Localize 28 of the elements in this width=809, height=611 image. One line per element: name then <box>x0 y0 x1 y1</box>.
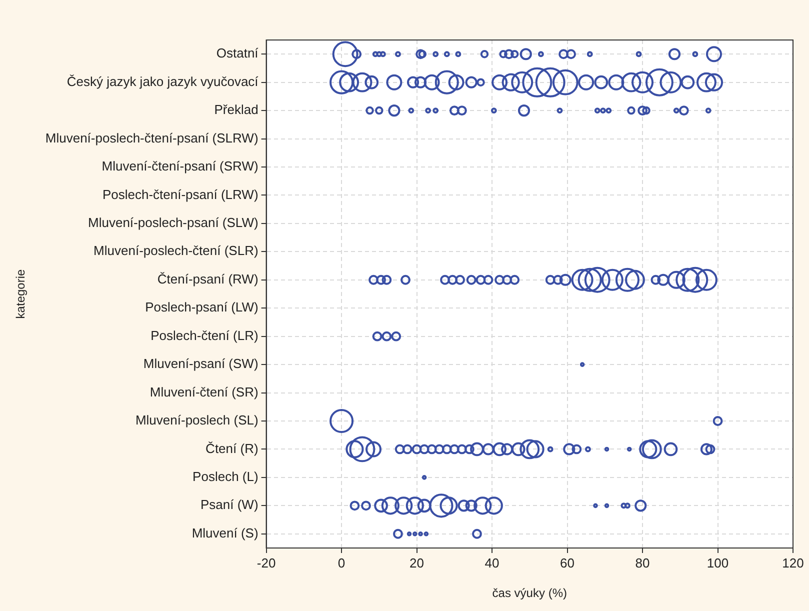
x-tick-label: 100 <box>706 555 729 570</box>
x-tick-label: 120 <box>782 555 804 570</box>
y-tick-label: Poslech (L) <box>192 469 258 484</box>
y-tick-label: Psaní (W) <box>200 497 258 512</box>
x-tick-label: -20 <box>256 555 276 570</box>
x-tick-label: 60 <box>560 555 575 570</box>
y-tick-label: Poslech-čtení-psaní (LRW) <box>102 186 258 202</box>
y-tick-label: Čtení (R) <box>206 440 258 456</box>
y-tick-label: Poslech-čtení (LR) <box>150 328 258 343</box>
x-tick-label: 20 <box>410 555 424 570</box>
y-tick-label: Mluvení-poslech-čtení-psaní (SLRW) <box>45 130 258 146</box>
x-axis-title: čas výuky (%) <box>492 586 567 600</box>
y-tick-label: Mluvení-poslech (SL) <box>135 412 258 428</box>
y-axis-title: kategorie <box>14 268 28 319</box>
y-tick-label: Mluvení (S) <box>192 525 258 540</box>
x-tick-label: 40 <box>484 555 500 570</box>
y-tick-label: Český jazyk jako jazyk vyučovací <box>66 74 259 89</box>
y-tick-label: Poslech-psaní (LW) <box>145 300 258 315</box>
x-tick-label: 80 <box>635 555 650 570</box>
y-tick-label: Ostatní <box>216 46 259 61</box>
y-tick-label: Čtení-psaní (RW) <box>157 271 258 286</box>
y-tick-label: Překlad <box>214 102 258 118</box>
y-tick-label: Mluvení-čtení (SR) <box>150 384 258 400</box>
x-tick-label: 0 <box>338 555 346 570</box>
y-tick-label: Mluvení-poslech-čtení (SLR) <box>94 243 258 258</box>
y-tick-label: Mluvení-poslech-psaní (SLW) <box>88 215 258 230</box>
y-tick-label: Mluvení-čtení-psaní (SRW) <box>102 158 258 174</box>
y-tick-label: Mluvení-psaní (SW) <box>143 356 258 372</box>
